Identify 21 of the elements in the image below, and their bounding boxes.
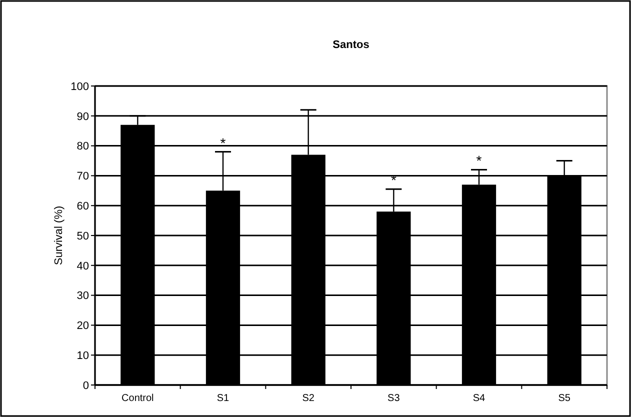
y-tick-label: 10 [76,350,89,362]
y-tick-label: 40 [76,260,89,272]
y-tick-label: 100 [70,80,89,93]
x-tick-label: S4 [472,393,486,404]
x-tick-label: S3 [388,393,400,404]
y-tick-label: 80 [76,140,89,153]
y-axis-title: Survival (%) [53,206,65,266]
y-tick-label: 20 [76,320,89,332]
y-tick-label: 0 [82,380,89,392]
x-tick-label: Control [122,393,154,404]
y-tick-label: 70 [76,170,89,183]
x-tick-label: S2 [302,393,315,404]
y-tick-label: 50 [76,230,89,242]
y-tick-label: 60 [76,200,89,212]
y-tick-label: 30 [76,290,89,302]
data-label: * [220,134,226,151]
x-tick-label: S1 [216,393,230,404]
y-tick-label: 90 [76,110,89,123]
x-tick-label: S5 [558,393,571,404]
chart-title: Santos [332,39,370,51]
data-label: * [476,152,482,169]
